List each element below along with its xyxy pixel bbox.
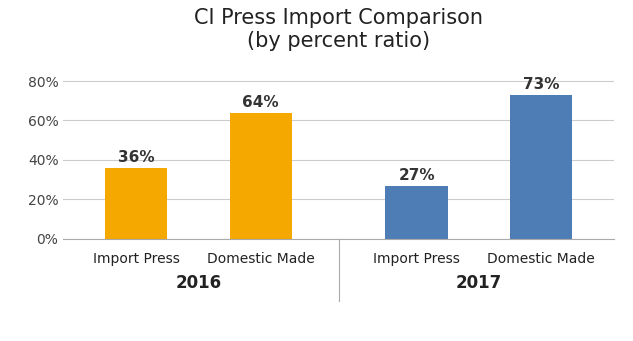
- Text: Import Press: Import Press: [373, 252, 460, 267]
- Text: Domestic Made: Domestic Made: [487, 252, 595, 267]
- Text: 73%: 73%: [523, 77, 560, 92]
- Title: CI Press Import Comparison
(by percent ratio): CI Press Import Comparison (by percent r…: [194, 8, 483, 51]
- Bar: [105, 168, 167, 239]
- Text: 36%: 36%: [118, 150, 154, 165]
- Text: 64%: 64%: [242, 95, 279, 110]
- Bar: [230, 113, 292, 239]
- Text: Import Press: Import Press: [92, 252, 180, 267]
- Bar: [385, 186, 448, 239]
- Bar: [510, 95, 572, 239]
- Text: 2017: 2017: [456, 274, 502, 292]
- Text: 27%: 27%: [398, 167, 435, 182]
- Text: Domestic Made: Domestic Made: [207, 252, 315, 267]
- Text: 2016: 2016: [175, 274, 222, 292]
